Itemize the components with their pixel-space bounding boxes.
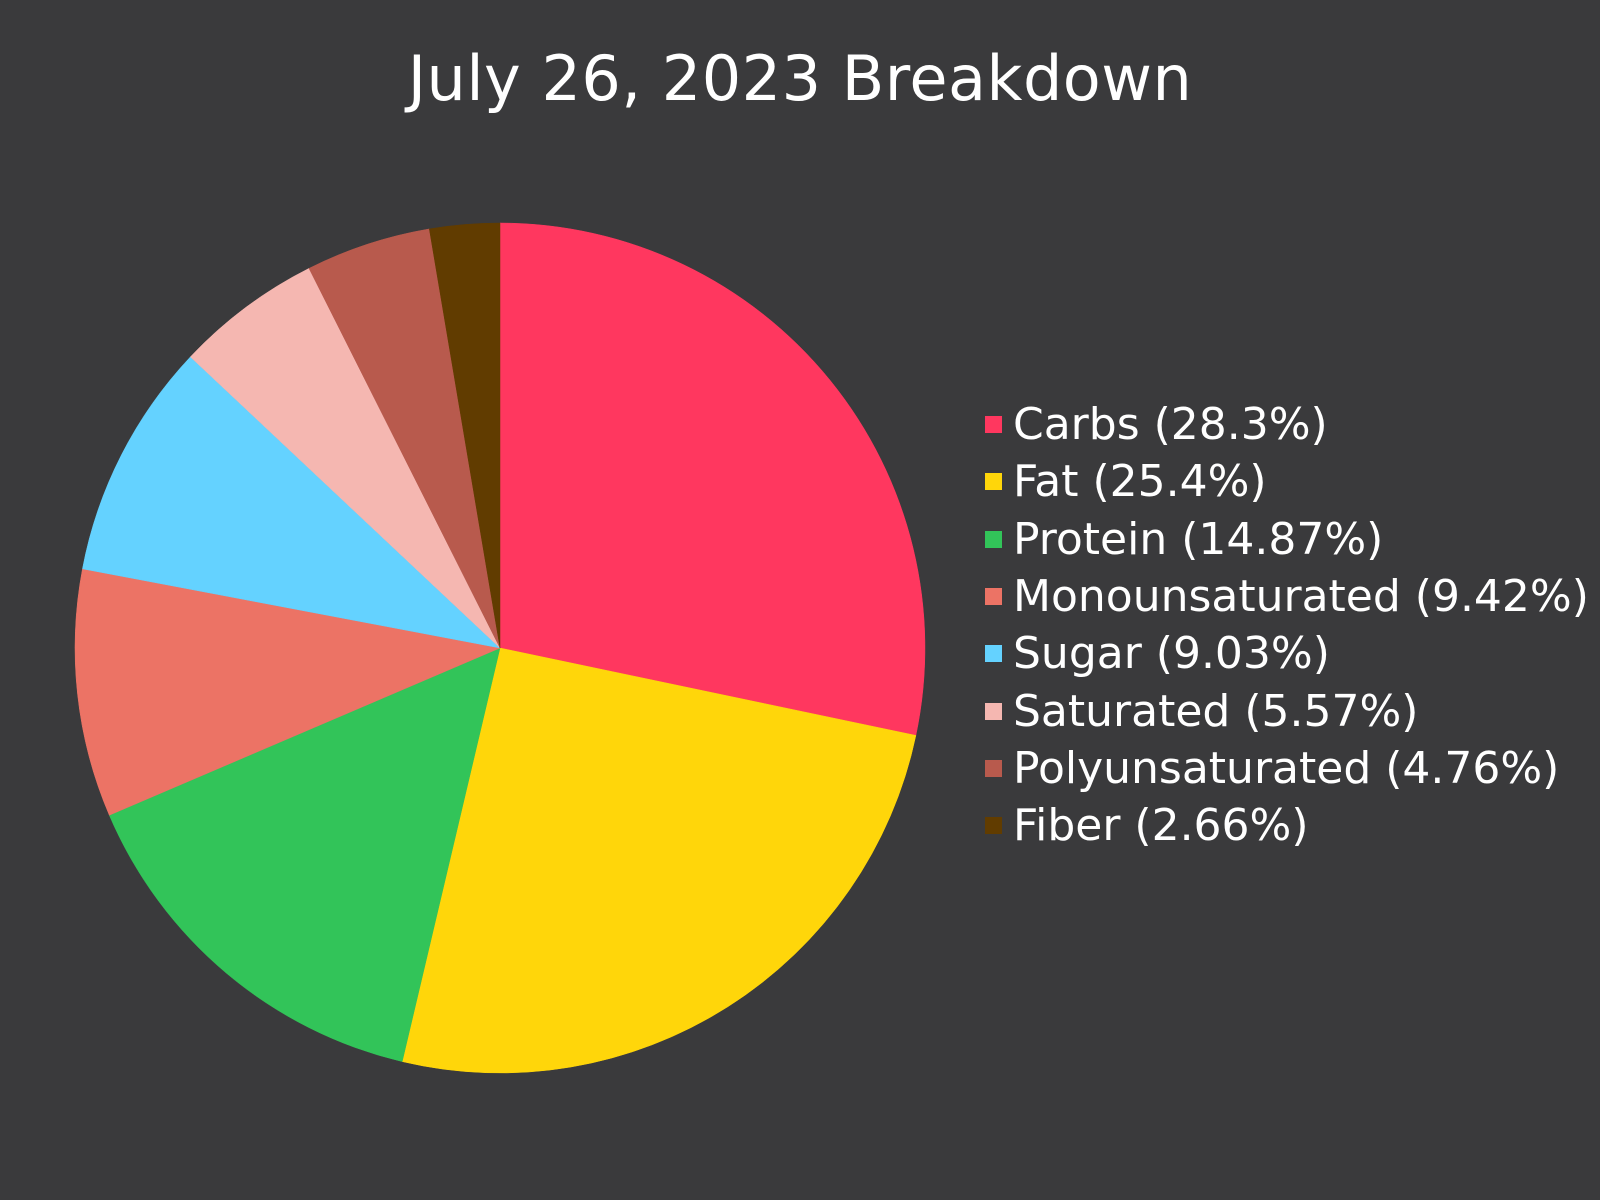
pie-slice-fat bbox=[401, 647, 917, 1074]
pie-slice-saturated bbox=[190, 268, 501, 649]
legend-swatch bbox=[985, 530, 1002, 548]
legend-item-fiber: Fiber (2.66%) bbox=[985, 797, 1589, 854]
legend-item-fat: Fat (25.4%) bbox=[985, 453, 1589, 510]
legend-label: Sugar (9.03%) bbox=[1013, 628, 1330, 680]
legend-swatch bbox=[985, 817, 1002, 835]
chart-title: July 26, 2023 Breakdown bbox=[407, 42, 1193, 115]
legend-label: Saturated (5.57%) bbox=[1013, 685, 1419, 737]
legend-swatch bbox=[985, 416, 1002, 434]
legend-swatch bbox=[985, 588, 1002, 606]
legend-swatch bbox=[985, 473, 1002, 491]
legend-item-polyunsaturated: Polyunsaturated (4.76%) bbox=[985, 740, 1589, 797]
pie-slice-sugar bbox=[82, 356, 501, 649]
legend-swatch bbox=[985, 645, 1002, 663]
legend-label: Carbs (28.3%) bbox=[1013, 399, 1328, 451]
legend-item-monounsaturated: Monounsaturated (9.42%) bbox=[985, 568, 1589, 625]
pie-slice-monounsaturated bbox=[74, 568, 501, 816]
legend-swatch bbox=[985, 702, 1002, 720]
pie-slice-fiber bbox=[429, 222, 501, 649]
legend-item-protein: Protein (14.87%) bbox=[985, 511, 1589, 568]
legend-item-sugar: Sugar (9.03%) bbox=[985, 625, 1589, 682]
legend-label: Fiber (2.66%) bbox=[1013, 800, 1309, 852]
legend-swatch bbox=[985, 759, 1002, 777]
chart-legend: Carbs (28.3%) Fat (25.4%) Protein (14.87%)… bbox=[985, 396, 1589, 854]
legend-label: Protein (14.87%) bbox=[1013, 513, 1384, 565]
pie-slice-protein bbox=[108, 647, 501, 1062]
pie-slice-carbs bbox=[499, 222, 926, 736]
legend-label: Monounsaturated (9.42%) bbox=[1013, 571, 1589, 623]
legend-item-carbs: Carbs (28.3%) bbox=[985, 396, 1589, 453]
legend-item-saturated: Saturated (5.57%) bbox=[985, 682, 1589, 739]
legend-label: Polyunsaturated (4.76%) bbox=[1013, 742, 1560, 794]
legend-label: Fat (25.4%) bbox=[1013, 456, 1267, 508]
